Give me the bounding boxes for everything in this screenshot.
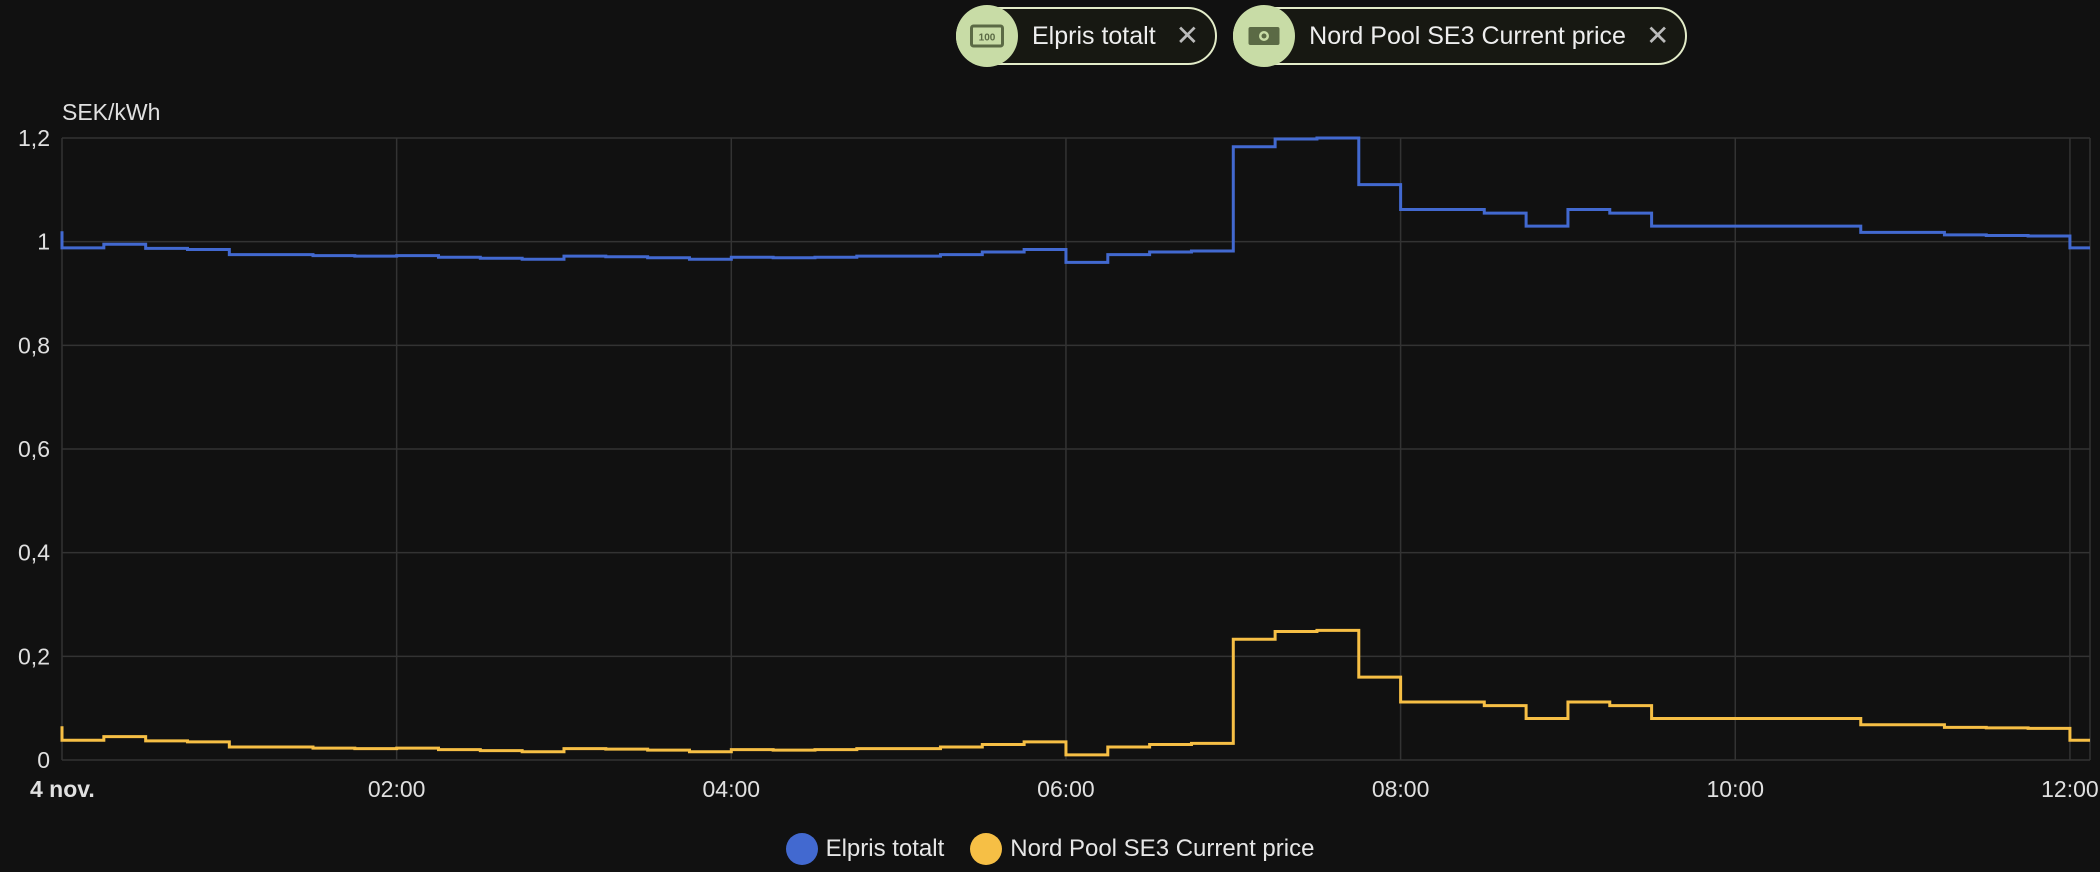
y-tick-label: 0,2	[18, 643, 50, 669]
chart-grid	[61, 137, 2091, 761]
entity-chip-bar: 100 Elpris totalt ✕ Nord Pool SE3 Curren…	[956, 5, 1688, 67]
chip-label: Nord Pool SE3 Current price	[1309, 21, 1626, 50]
chip-label: Elpris totalt	[1032, 21, 1156, 50]
cash-icon	[1233, 5, 1296, 67]
x-tick-label: 08:00	[1372, 776, 1430, 802]
chart-series-lines	[60, 136, 2090, 757]
y-tick-label: 0,8	[18, 332, 50, 358]
y-tick-label: 0	[37, 747, 50, 773]
y-tick-label: 1,2	[18, 125, 50, 151]
series-line	[60, 628, 2090, 757]
y-tick-label: 0,4	[18, 540, 50, 566]
y-axis-ticks: 0 0,2 0,4 0,6 0,8 1 1,2	[18, 125, 50, 773]
y-tick-label: 0,6	[18, 436, 50, 462]
y-tick-label: 1	[37, 229, 50, 255]
x-tick-label: 4 nov.	[30, 776, 95, 802]
x-axis-ticks: 4 nov. 02:00 04:00 06:00 08:00 10:00 12:00	[30, 776, 2099, 802]
entity-chip-nord-pool-se3[interactable]: Nord Pool SE3 Current price ✕	[1233, 5, 1688, 67]
entity-chip-elpris-totalt[interactable]: 100 Elpris totalt ✕	[956, 5, 1218, 67]
chart-legend: Elpris totalt Nord Pool SE3 Current pric…	[0, 833, 2100, 865]
svg-text:100: 100	[979, 33, 996, 44]
series-line	[60, 136, 2090, 264]
cash-100-icon: 100	[956, 5, 1018, 67]
legend-swatch-blue	[785, 833, 818, 865]
x-tick-label: 06:00	[1037, 776, 1095, 802]
legend-swatch-yellow	[970, 833, 1003, 865]
x-tick-label: 04:00	[703, 776, 761, 802]
legend-item-elpris-totalt[interactable]: Elpris totalt	[785, 833, 945, 865]
legend-label: Nord Pool SE3 Current price	[1010, 835, 1315, 862]
close-icon[interactable]: ✕	[1645, 20, 1670, 51]
x-tick-label: 10:00	[1706, 776, 1764, 802]
close-icon[interactable]: ✕	[1175, 20, 1200, 51]
x-tick-label: 02:00	[368, 776, 426, 802]
legend-item-nord-pool-se3[interactable]: Nord Pool SE3 Current price	[970, 833, 1314, 865]
x-tick-label: 12:00	[2041, 776, 2099, 802]
y-axis-unit-label: SEK/kWh	[62, 99, 160, 125]
legend-label: Elpris totalt	[825, 835, 945, 862]
history-chart: SEK/kWh 0 0,2 0,4 0,6 0,8 1 1,2 4 nov. 02:00 04:…	[18, 99, 2099, 802]
